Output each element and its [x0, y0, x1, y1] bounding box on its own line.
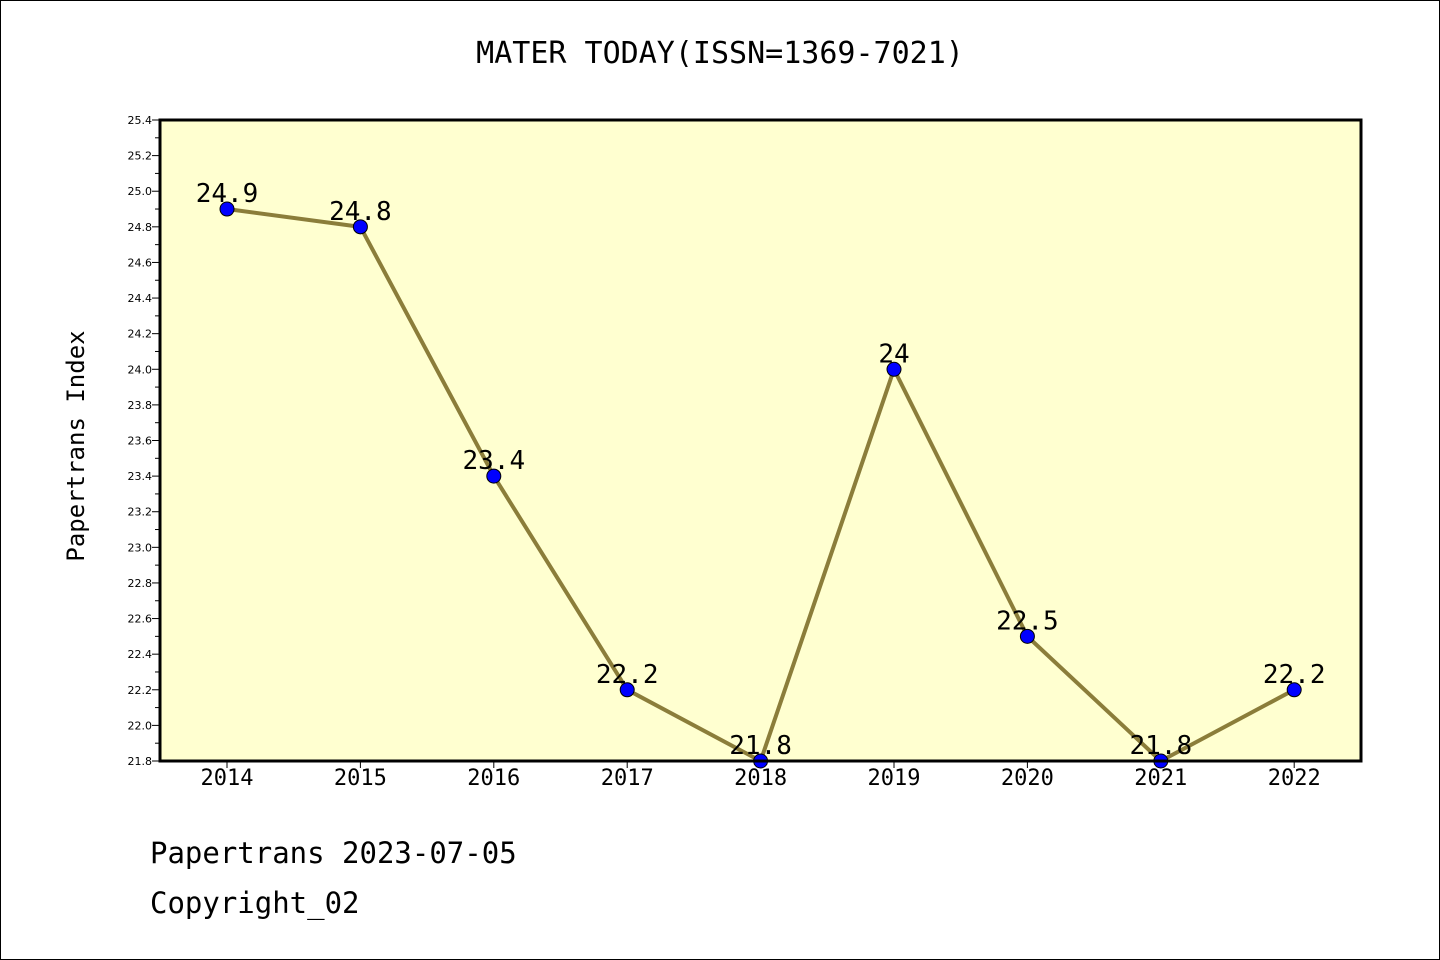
data-point — [352, 219, 368, 235]
y-tick-label: 23.8 — [128, 399, 153, 412]
data-point — [219, 201, 235, 217]
y-tick-label: 25.0 — [128, 185, 153, 198]
y-tick-label: 22.8 — [128, 577, 153, 590]
y-tick-label: 24.2 — [128, 328, 153, 341]
y-tick-label: 23.0 — [128, 541, 153, 554]
data-label: 24 — [878, 339, 909, 369]
y-tick-label: 21.8 — [128, 755, 153, 768]
x-tick-label: 2019 — [868, 766, 921, 791]
x-tick-label: 2020 — [1001, 766, 1054, 791]
data-label: 21.8 — [1129, 731, 1192, 761]
y-tick-label: 25.2 — [128, 150, 153, 163]
data-label: 22.2 — [1263, 660, 1326, 690]
data-label: 21.8 — [729, 731, 792, 761]
y-tick-label: 24.8 — [128, 221, 153, 234]
x-tick-label: 2015 — [334, 766, 387, 791]
plot-border — [158, 118, 1363, 763]
y-tick-label: 23.4 — [128, 470, 153, 483]
footer-copyright: Copyright_02 — [150, 886, 360, 920]
chart-title: MATER TODAY(ISSN=1369-7021) — [476, 36, 964, 71]
y-tick-label: 24.4 — [128, 292, 153, 305]
y-tick-label: 22.0 — [128, 719, 153, 732]
data-point — [619, 682, 635, 698]
data-label: 22.5 — [996, 606, 1059, 636]
y-tick-label: 24.0 — [128, 363, 153, 376]
x-tick-label: 2018 — [734, 766, 787, 791]
x-tick-label: 2016 — [467, 766, 520, 791]
footer-date: Papertrans 2023-07-05 — [150, 836, 517, 870]
y-tick-label: 22.4 — [128, 648, 153, 661]
y-tick-label: 22.2 — [128, 684, 153, 697]
x-tick-label: 2021 — [1134, 766, 1187, 791]
data-label: 24.8 — [329, 197, 392, 227]
y-tick-label: 23.2 — [128, 506, 153, 519]
x-tick-label: 2014 — [201, 766, 254, 791]
data-point — [1286, 682, 1302, 698]
y-tick-label: 24.6 — [128, 256, 153, 269]
data-label: 22.2 — [596, 660, 659, 690]
x-tick-label: 2017 — [601, 766, 654, 791]
data-point — [886, 361, 902, 377]
x-tick-label: 2022 — [1268, 766, 1321, 791]
y-tick-label: 25.4 — [128, 114, 153, 127]
y-tick-label: 22.6 — [128, 613, 153, 626]
data-point — [1019, 628, 1035, 644]
data-label: 23.4 — [462, 446, 525, 476]
data-point — [486, 468, 502, 484]
y-tick-label: 23.6 — [128, 435, 153, 448]
data-label: 24.9 — [196, 179, 259, 209]
